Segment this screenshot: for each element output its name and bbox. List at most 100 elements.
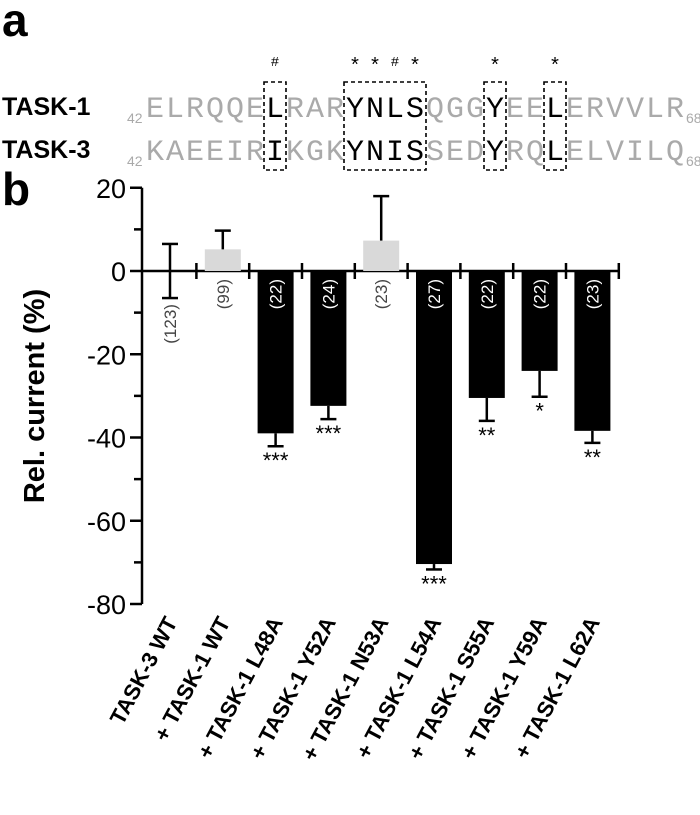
- n-label: (22): [531, 279, 550, 309]
- significance-label: *: [535, 399, 544, 424]
- n-label: (23): [583, 279, 602, 309]
- residue: N: [366, 93, 384, 127]
- bar: [521, 271, 558, 371]
- residue: Q: [426, 93, 444, 127]
- end-index: 68: [686, 153, 700, 169]
- residue: R: [506, 136, 524, 170]
- end-index: 68: [686, 110, 700, 126]
- n-label: (23): [372, 279, 391, 309]
- residue: A: [306, 93, 324, 127]
- residue: E: [526, 93, 544, 127]
- residue: Y: [346, 93, 364, 127]
- protein-name: TASK-1: [2, 93, 91, 121]
- residue: Y: [486, 93, 504, 127]
- residue: V: [626, 93, 644, 127]
- residue: L: [166, 93, 184, 127]
- significance-label: ***: [316, 421, 342, 446]
- residue-marker: *: [409, 56, 421, 79]
- y-tick-label: -40: [87, 424, 126, 454]
- n-label: (123): [161, 304, 180, 344]
- residue: R: [286, 93, 304, 127]
- residue: E: [246, 93, 264, 127]
- y-tick-label: -60: [87, 507, 126, 537]
- residue: E: [446, 136, 464, 170]
- bar: [363, 240, 400, 271]
- residue: E: [566, 136, 584, 170]
- y-tick-label: 20: [96, 174, 126, 204]
- residue: I: [226, 136, 244, 170]
- residue: R: [586, 93, 604, 127]
- residue: S: [426, 136, 444, 170]
- residue: G: [306, 136, 324, 170]
- residue: I: [386, 136, 404, 170]
- bar: [204, 249, 241, 271]
- residue: S: [406, 93, 424, 127]
- bar: [574, 271, 611, 431]
- residue: I: [266, 136, 284, 170]
- y-axis-label: Rel. current (%): [19, 289, 51, 503]
- residue: G: [446, 93, 464, 127]
- residue: R: [326, 93, 344, 127]
- residue: Q: [226, 93, 244, 127]
- significance-label: **: [584, 445, 602, 470]
- residue: G: [466, 93, 484, 127]
- residue: L: [586, 136, 604, 170]
- residue: V: [606, 136, 624, 170]
- residue: L: [546, 136, 564, 170]
- bar: [310, 271, 347, 406]
- residue-marker: *: [549, 56, 561, 79]
- residue-marker: *: [489, 56, 501, 79]
- residue: Y: [346, 136, 364, 170]
- significance-label: ***: [263, 448, 289, 473]
- residue: I: [626, 136, 644, 170]
- residue: L: [386, 93, 404, 127]
- residue: V: [606, 93, 624, 127]
- residue: Q: [526, 136, 544, 170]
- bar-chart: 200-20-40-60-80(123)TASK-3 WT(99)+ TASK-…: [87, 174, 621, 765]
- residue: E: [206, 136, 224, 170]
- residue: D: [466, 136, 484, 170]
- y-tick-label: 0: [111, 257, 126, 287]
- bar: [257, 271, 294, 434]
- bar: [416, 271, 452, 565]
- residue: K: [286, 136, 304, 170]
- significance-label: ***: [421, 571, 447, 596]
- residue: E: [506, 93, 524, 127]
- residue: K: [326, 136, 344, 170]
- residue-marker: *: [349, 56, 361, 79]
- residue: A: [166, 136, 184, 170]
- residue: K: [146, 136, 164, 170]
- n-label: (22): [478, 279, 497, 309]
- bar: [468, 271, 505, 398]
- residue: L: [266, 93, 284, 127]
- residue-marker: #: [271, 55, 279, 71]
- residue: L: [546, 93, 564, 127]
- conserved-box: [543, 81, 567, 171]
- residue: R: [186, 93, 204, 127]
- conserved-box: [343, 81, 427, 171]
- residue-marker: *: [369, 56, 381, 79]
- n-label: (24): [319, 279, 338, 309]
- residue: R: [666, 93, 684, 127]
- residue: N: [366, 136, 384, 170]
- residue: E: [186, 136, 204, 170]
- panel-b-label: b: [2, 163, 30, 215]
- residue: Q: [206, 93, 224, 127]
- n-label: (22): [267, 279, 286, 309]
- start-index: 42: [127, 110, 143, 126]
- residue: S: [406, 136, 424, 170]
- residue: L: [646, 93, 664, 127]
- y-tick-label: -20: [87, 340, 126, 370]
- conserved-box: [483, 81, 507, 171]
- residue: E: [146, 93, 164, 127]
- residue: Q: [666, 136, 684, 170]
- residue: L: [646, 136, 664, 170]
- y-tick-label: -80: [87, 590, 126, 620]
- sequence-alignment: TASK-1 42 E L R Q Q E L R A R Y N L S Q G G Y E E L E R V V L R 68TAS…: [2, 55, 700, 171]
- residue: Y: [486, 136, 504, 170]
- panel-a-label: a: [2, 0, 28, 46]
- conserved-box: [263, 81, 287, 171]
- protein-name: TASK-3: [2, 136, 90, 164]
- significance-label: **: [478, 423, 496, 448]
